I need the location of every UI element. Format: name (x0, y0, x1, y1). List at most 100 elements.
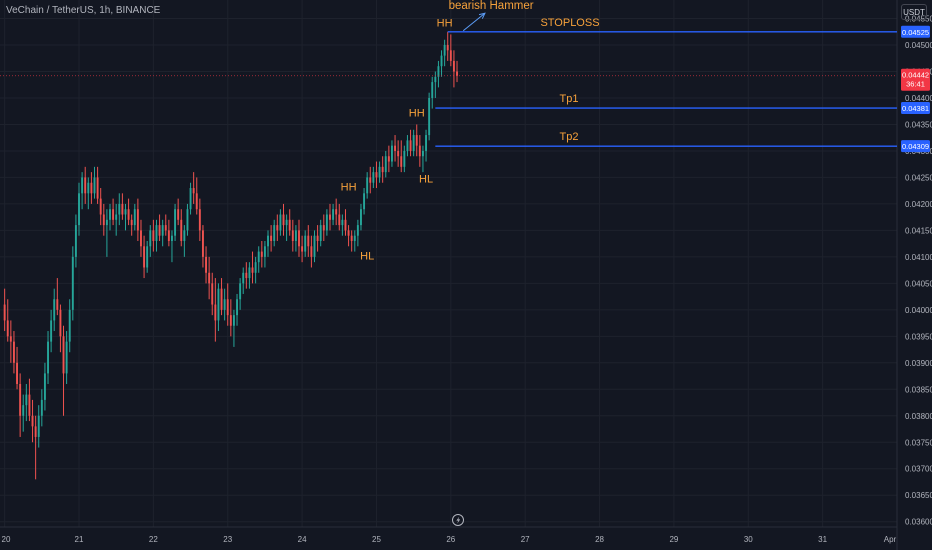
candle-body (378, 166, 381, 178)
candle (93, 166, 96, 199)
currency-button[interactable]: USDT (901, 4, 927, 20)
candle (273, 219, 276, 247)
candle-body (124, 209, 127, 215)
level-price-label: 0.04525 (902, 28, 929, 37)
candle (425, 129, 427, 162)
candle (9, 320, 12, 363)
candle-body (146, 246, 149, 268)
chart-annotation: bearish Hammer (449, 0, 534, 12)
candle-body (171, 235, 173, 241)
candle (109, 203, 111, 231)
candle (12, 331, 15, 374)
candle-body (245, 272, 248, 279)
chart-annotation: HH (437, 17, 453, 29)
candle (276, 214, 279, 241)
time-scale[interactable]: 20 21 22 23 24 25 26 27 28 29 30 31 Apr (2, 535, 897, 544)
candle-body (425, 135, 427, 151)
candle (372, 166, 375, 189)
candle-body (180, 219, 183, 241)
candle (174, 203, 177, 241)
candle (443, 39, 446, 67)
grid (0, 0, 898, 527)
candle (313, 230, 316, 263)
candle (400, 140, 403, 173)
time-tick-label: 30 (744, 535, 753, 544)
candle-body (31, 415, 34, 427)
candle (254, 256, 257, 284)
candle-body (341, 219, 344, 226)
candle (440, 50, 443, 77)
candle (171, 230, 173, 263)
level-name: Tp1 (560, 93, 579, 105)
candle (118, 193, 121, 226)
level-price-badge (901, 140, 930, 153)
candle-body (167, 230, 170, 241)
candle-body (16, 362, 19, 384)
candle (338, 203, 341, 231)
candle (99, 188, 102, 226)
arrow-drawing[interactable] (462, 12, 486, 32)
candle-body (74, 225, 77, 257)
candle (105, 209, 108, 257)
candle-body (189, 188, 192, 210)
candle-body (109, 209, 111, 220)
candle (143, 235, 146, 279)
candle (245, 262, 248, 289)
candle-body (446, 45, 449, 51)
candle (53, 288, 56, 332)
candle (198, 198, 201, 241)
candle (37, 405, 40, 448)
candle (217, 283, 220, 332)
candle-body (381, 166, 384, 173)
replay-icon[interactable] (452, 514, 464, 526)
candle (418, 135, 421, 167)
time-tick-label: 23 (223, 535, 232, 544)
candle-body (152, 230, 155, 241)
candle-body (127, 209, 130, 220)
candle (25, 383, 28, 422)
time-tick-label: 31 (818, 535, 827, 544)
candle (310, 235, 313, 268)
price-tick-label: 0.04500 (905, 41, 932, 50)
candle (347, 225, 350, 247)
candle (390, 140, 393, 167)
candle (133, 203, 136, 231)
candle-body (304, 235, 307, 252)
candle-body (335, 209, 338, 215)
candle-body (443, 45, 446, 56)
candle (270, 225, 273, 252)
candle (195, 177, 198, 215)
candle (112, 198, 115, 226)
candle (298, 219, 300, 257)
candle (397, 140, 400, 167)
candle-body (130, 219, 133, 226)
price-tick-label: 0.04050 (905, 279, 932, 288)
candle-body (65, 341, 68, 374)
candle (65, 331, 68, 384)
candle-body (387, 156, 390, 162)
candle-body (332, 209, 335, 220)
candle-body (418, 145, 421, 157)
candle (180, 209, 183, 247)
candle (220, 278, 223, 316)
candle-body (428, 97, 431, 136)
candle (248, 262, 251, 289)
candle-body (214, 304, 217, 321)
candle-body (183, 230, 186, 241)
candle-body (239, 283, 242, 300)
candle-body (149, 230, 152, 247)
candle (257, 246, 260, 273)
arrow-head (478, 12, 486, 19)
candle-body (372, 172, 375, 183)
candle-body (62, 336, 65, 374)
level-price-label: 0.04381 (902, 104, 929, 113)
candle (260, 240, 263, 268)
candle (242, 267, 245, 294)
candle (31, 399, 34, 443)
candle-body (236, 299, 238, 316)
candle-body (307, 235, 310, 247)
candle (236, 293, 238, 326)
